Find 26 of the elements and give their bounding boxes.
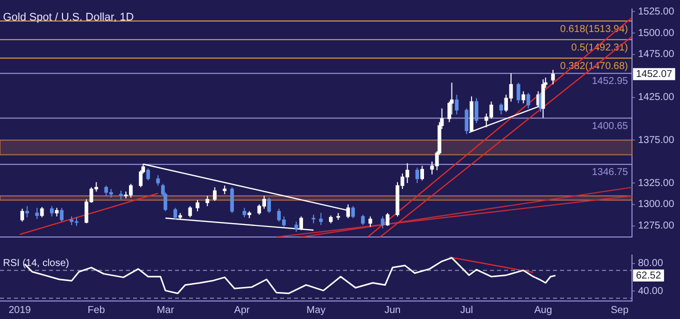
ref-line-label: 1452.95: [592, 76, 628, 88]
y-tick-label: 1500.00: [638, 28, 675, 39]
y-tick-label: 1325.00: [638, 178, 675, 189]
y-tick-label: 1525.00: [638, 6, 675, 18]
x-tick-label: Jun: [384, 304, 401, 316]
y-tick-label: 40.00: [638, 286, 664, 297]
y-tick-label: 1275.00: [638, 220, 675, 232]
x-tick-label: Apr: [234, 304, 250, 316]
x-tick-label: Aug: [534, 304, 552, 316]
ref-line-label: 1346.75: [592, 167, 628, 178]
y-tick-label: 1425.00: [638, 92, 675, 104]
text: 62.52: [636, 270, 662, 282]
x-tick-label: Feb: [88, 304, 106, 316]
y-tick-label: 1300.00: [638, 199, 675, 210]
x-tick-label: May: [306, 304, 326, 316]
x-tick-label: Sep: [610, 304, 629, 316]
y-tick-label: 80.00: [638, 258, 664, 270]
chart-title: Gold Spot / U.S. Dollar, 1D: [3, 12, 134, 24]
x-tick-label: Mar: [156, 304, 175, 316]
x-tick-label: 2019: [8, 304, 32, 316]
text: 1452.07: [636, 68, 673, 80]
ref-line-label: 1400.65: [592, 120, 628, 132]
x-tick-label: Jul: [460, 304, 473, 316]
chart-title: RSI (14, close): [3, 258, 70, 269]
y-tick-label: 1375.00: [638, 134, 675, 146]
y-tick-label: 1475.00: [638, 49, 675, 60]
